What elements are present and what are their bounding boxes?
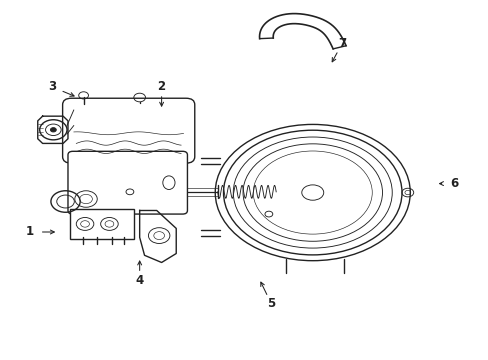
FancyBboxPatch shape <box>68 151 187 214</box>
Polygon shape <box>140 211 176 262</box>
Circle shape <box>50 128 56 132</box>
Polygon shape <box>259 14 346 49</box>
FancyBboxPatch shape <box>70 209 134 239</box>
Text: 6: 6 <box>449 177 457 190</box>
Polygon shape <box>38 116 68 143</box>
Text: 4: 4 <box>135 274 143 287</box>
FancyBboxPatch shape <box>62 98 194 163</box>
Text: 3: 3 <box>48 80 56 93</box>
Text: 5: 5 <box>266 297 275 310</box>
Text: 1: 1 <box>26 225 34 238</box>
Text: 7: 7 <box>337 37 346 50</box>
Text: 2: 2 <box>157 80 165 93</box>
